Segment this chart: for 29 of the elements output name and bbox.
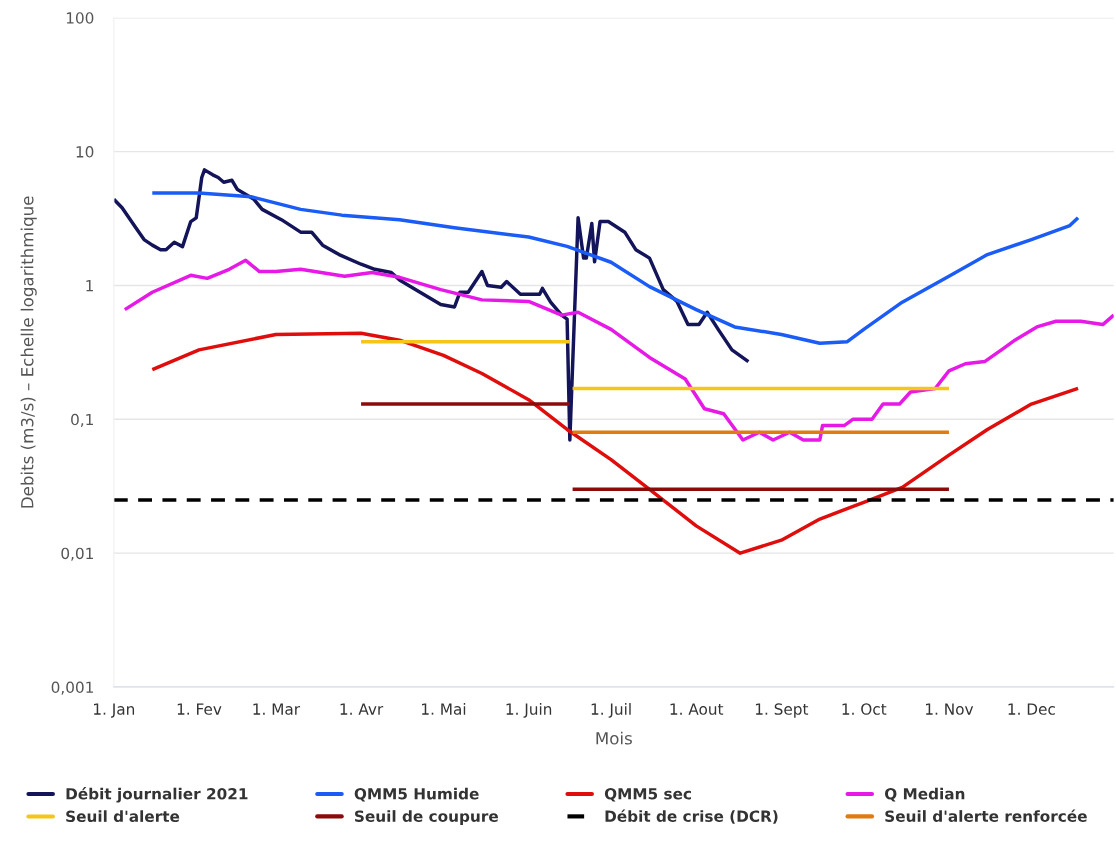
x-tick-label: 1. Fev: [177, 703, 222, 715]
y-tick-label: 1: [86, 280, 93, 292]
x-tick-label: 1. Nov: [926, 703, 974, 715]
x-tick-label: 1. Sept: [755, 703, 809, 718]
y-tick-label: 0,1: [71, 413, 93, 427]
legend-label: Seuil d'alerte renforcée: [885, 809, 1087, 822]
y-tick-label: 100: [66, 12, 94, 24]
legend-label: Débit journalier 2021: [66, 787, 248, 803]
legend-label: Débit de crise (DCR): [605, 809, 778, 824]
x-axis-title: Mois: [596, 731, 632, 745]
legend-label: Seuil d'alerte: [66, 810, 180, 823]
y-tick-label: 0,001: [51, 681, 93, 695]
x-tick-label: 1. Juil: [591, 703, 631, 718]
legend-label: Q Median: [884, 787, 965, 802]
x-tick-label: 1. Oct: [842, 703, 887, 715]
legend-label: QMM5 Humide: [354, 787, 479, 802]
x-tick-label: 1. Dec: [1008, 703, 1055, 715]
x-tick-label: 1. Mai: [422, 703, 466, 715]
x-tick-label: 1. Jan: [94, 703, 135, 718]
y-tick-label: 0,01: [61, 547, 93, 561]
x-tick-label: 1. Mar: [253, 703, 301, 715]
line-series: [113, 168, 751, 442]
y-axis-title: Debits (m3/s) – Echelle logarithmique: [20, 196, 37, 508]
legend-label: Seuil de coupure: [355, 810, 498, 825]
x-tick-label: 1. Avr: [340, 703, 384, 715]
x-tick-label: 1. Aout: [670, 703, 724, 715]
legend-label: QMM5 sec: [604, 787, 691, 802]
y-tick-label: 10: [76, 146, 94, 158]
x-tick-label: 1. Juin: [506, 703, 552, 718]
